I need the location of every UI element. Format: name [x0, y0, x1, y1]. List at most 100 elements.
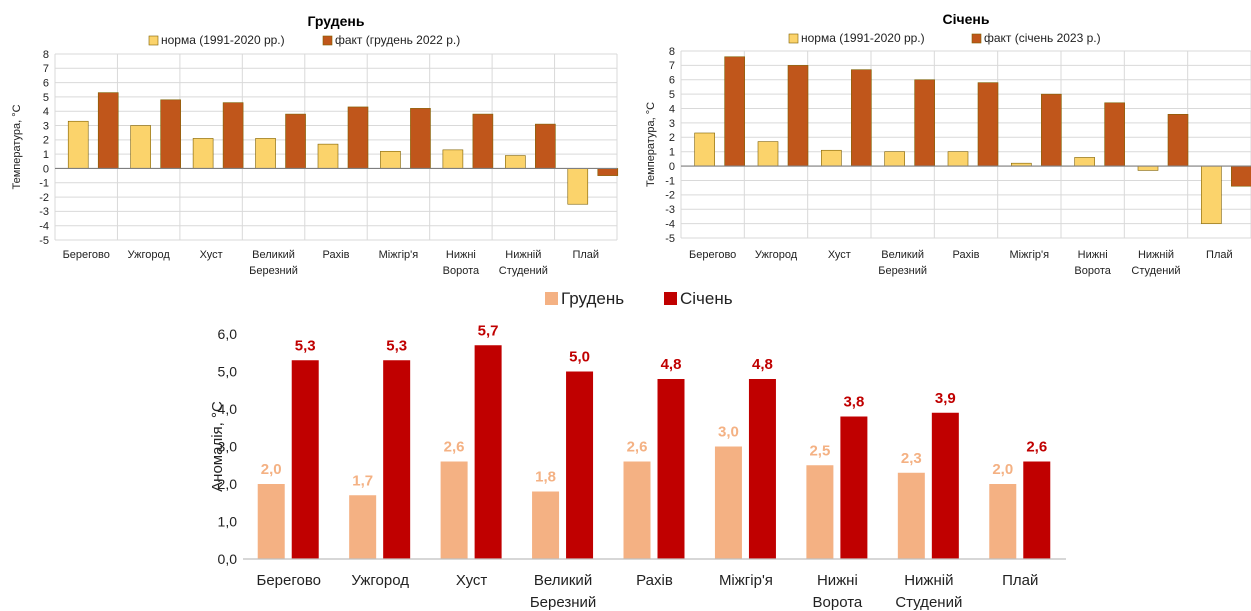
bar-2	[748, 379, 776, 559]
y-tick-label: 1	[43, 149, 49, 161]
x-tick-label: Ворота	[813, 594, 863, 611]
bar-1	[623, 461, 651, 559]
x-tick-label: Великий	[534, 572, 592, 589]
y-tick-label: -2	[39, 192, 49, 204]
legend-swatch	[664, 292, 677, 305]
bar-2	[383, 360, 411, 559]
bar-1	[255, 138, 276, 169]
y-tick-label: -1	[39, 178, 49, 190]
bar-2	[472, 113, 494, 169]
data-label: 2,6	[444, 439, 465, 456]
x-tick-label: Ужгород	[351, 572, 409, 589]
y-tick-label: 5	[669, 89, 675, 101]
legend-label: факт (грудень 2022 р.)	[335, 33, 460, 47]
data-label: 5,0	[569, 349, 590, 366]
bar-1	[947, 151, 969, 167]
legend-label: норма (1991-2020 рр.)	[161, 33, 285, 47]
bar-2	[931, 412, 959, 559]
bar-2	[914, 79, 935, 167]
legend-label: Грудень	[561, 289, 624, 308]
legend: норма (1991-2020 рр.) факт (січень 2023 р…	[788, 31, 1101, 45]
x-tick-label: Хуст	[456, 572, 488, 589]
data-label: 3,0	[718, 424, 739, 441]
chart-title: Січень	[943, 11, 990, 27]
bar-1	[505, 155, 526, 169]
x-tick-label: Нижній	[505, 249, 541, 261]
bar-1	[1074, 157, 1095, 167]
x-tick-label: Берегово	[63, 249, 110, 261]
chart-2: Січень норма (1991-2020 рр.) факт (січень …	[645, 11, 1251, 277]
y-tick-label: -5	[665, 233, 675, 245]
chart-title: Грудень	[308, 13, 365, 29]
x-tick-label: Рахів	[636, 572, 673, 589]
data-label: 5,3	[295, 337, 316, 354]
x-tick-label: Ворота	[443, 265, 480, 277]
data-label: 2,0	[261, 461, 282, 478]
data-label: 4,8	[752, 356, 773, 373]
data-label: 1,8	[535, 469, 556, 486]
bar-2	[851, 69, 872, 167]
data-label: 2,3	[901, 450, 922, 467]
legend-label: Січень	[680, 289, 733, 308]
x-tick-label: Плай	[1206, 249, 1233, 261]
y-tick-label: 4	[669, 103, 675, 115]
y-tick-label: -2	[665, 190, 675, 202]
y-tick-label: 0,0	[218, 551, 238, 567]
data-label: 5,3	[386, 337, 407, 354]
bar-2	[97, 92, 119, 169]
bar-2	[1041, 93, 1062, 167]
x-tick-label: Берегово	[256, 572, 321, 589]
bar-2	[535, 123, 556, 169]
x-tick-label: Нижні	[1078, 249, 1108, 261]
bar-1	[897, 472, 925, 559]
bar-2	[1167, 113, 1189, 167]
x-tick-label: Студений	[1131, 265, 1180, 277]
chart-1: Грудень норма (1991-2020 рр.) факт (груден…	[11, 13, 619, 277]
legend-swatch	[788, 33, 799, 44]
y-tick-label: 4	[43, 106, 49, 118]
x-tick-label: Берегово	[689, 249, 736, 261]
bar-1	[806, 465, 834, 559]
bar-2	[347, 106, 369, 169]
bar-2	[977, 82, 999, 167]
data-label: 1,7	[352, 472, 373, 489]
bar-2	[787, 65, 809, 167]
x-tick-label: Плай	[572, 249, 599, 261]
y-tick-label: 6,0	[218, 326, 238, 342]
x-tick-label: Нижній	[1138, 249, 1174, 261]
data-label: 3,8	[843, 394, 864, 411]
y-tick-label: -4	[39, 221, 49, 233]
data-label: 2,5	[809, 442, 830, 459]
bar-2	[1104, 102, 1125, 167]
x-tick-label: Великий	[252, 249, 295, 261]
bar-2	[566, 371, 594, 559]
x-tick-label: Ворота	[1074, 265, 1111, 277]
bar-1	[1137, 165, 1159, 171]
data-label: 3,9	[935, 390, 956, 407]
y-tick-label: -3	[665, 204, 675, 216]
legend-swatch	[971, 33, 982, 44]
bar-2	[291, 360, 319, 559]
x-tick-label: Березний	[878, 265, 927, 277]
y-tick-label: 6	[43, 77, 49, 89]
legend-swatch	[545, 292, 558, 305]
y-axis-title: Температура, °С	[645, 102, 657, 187]
bar-1	[442, 149, 464, 169]
bar-2	[160, 99, 181, 169]
y-axis-title: Аномалія, °С	[209, 401, 226, 492]
y-tick-label: -5	[39, 235, 49, 247]
y-tick-label: 5	[43, 92, 49, 104]
x-tick-label: Великий	[881, 249, 924, 261]
y-tick-label: 0	[669, 161, 675, 173]
bar-1	[317, 143, 339, 169]
bar-1	[989, 484, 1017, 559]
bar-2	[285, 113, 306, 169]
y-tick-label: 0	[43, 163, 49, 175]
x-tick-label: Плай	[1002, 572, 1038, 589]
bar-1	[257, 484, 285, 559]
legend: норма (1991-2020 рр.) факт (грудень 2022 …	[148, 33, 460, 47]
x-tick-label: Березний	[530, 594, 596, 611]
y-tick-label: -4	[665, 218, 675, 230]
x-tick-label: Міжгір'я	[1010, 249, 1050, 261]
